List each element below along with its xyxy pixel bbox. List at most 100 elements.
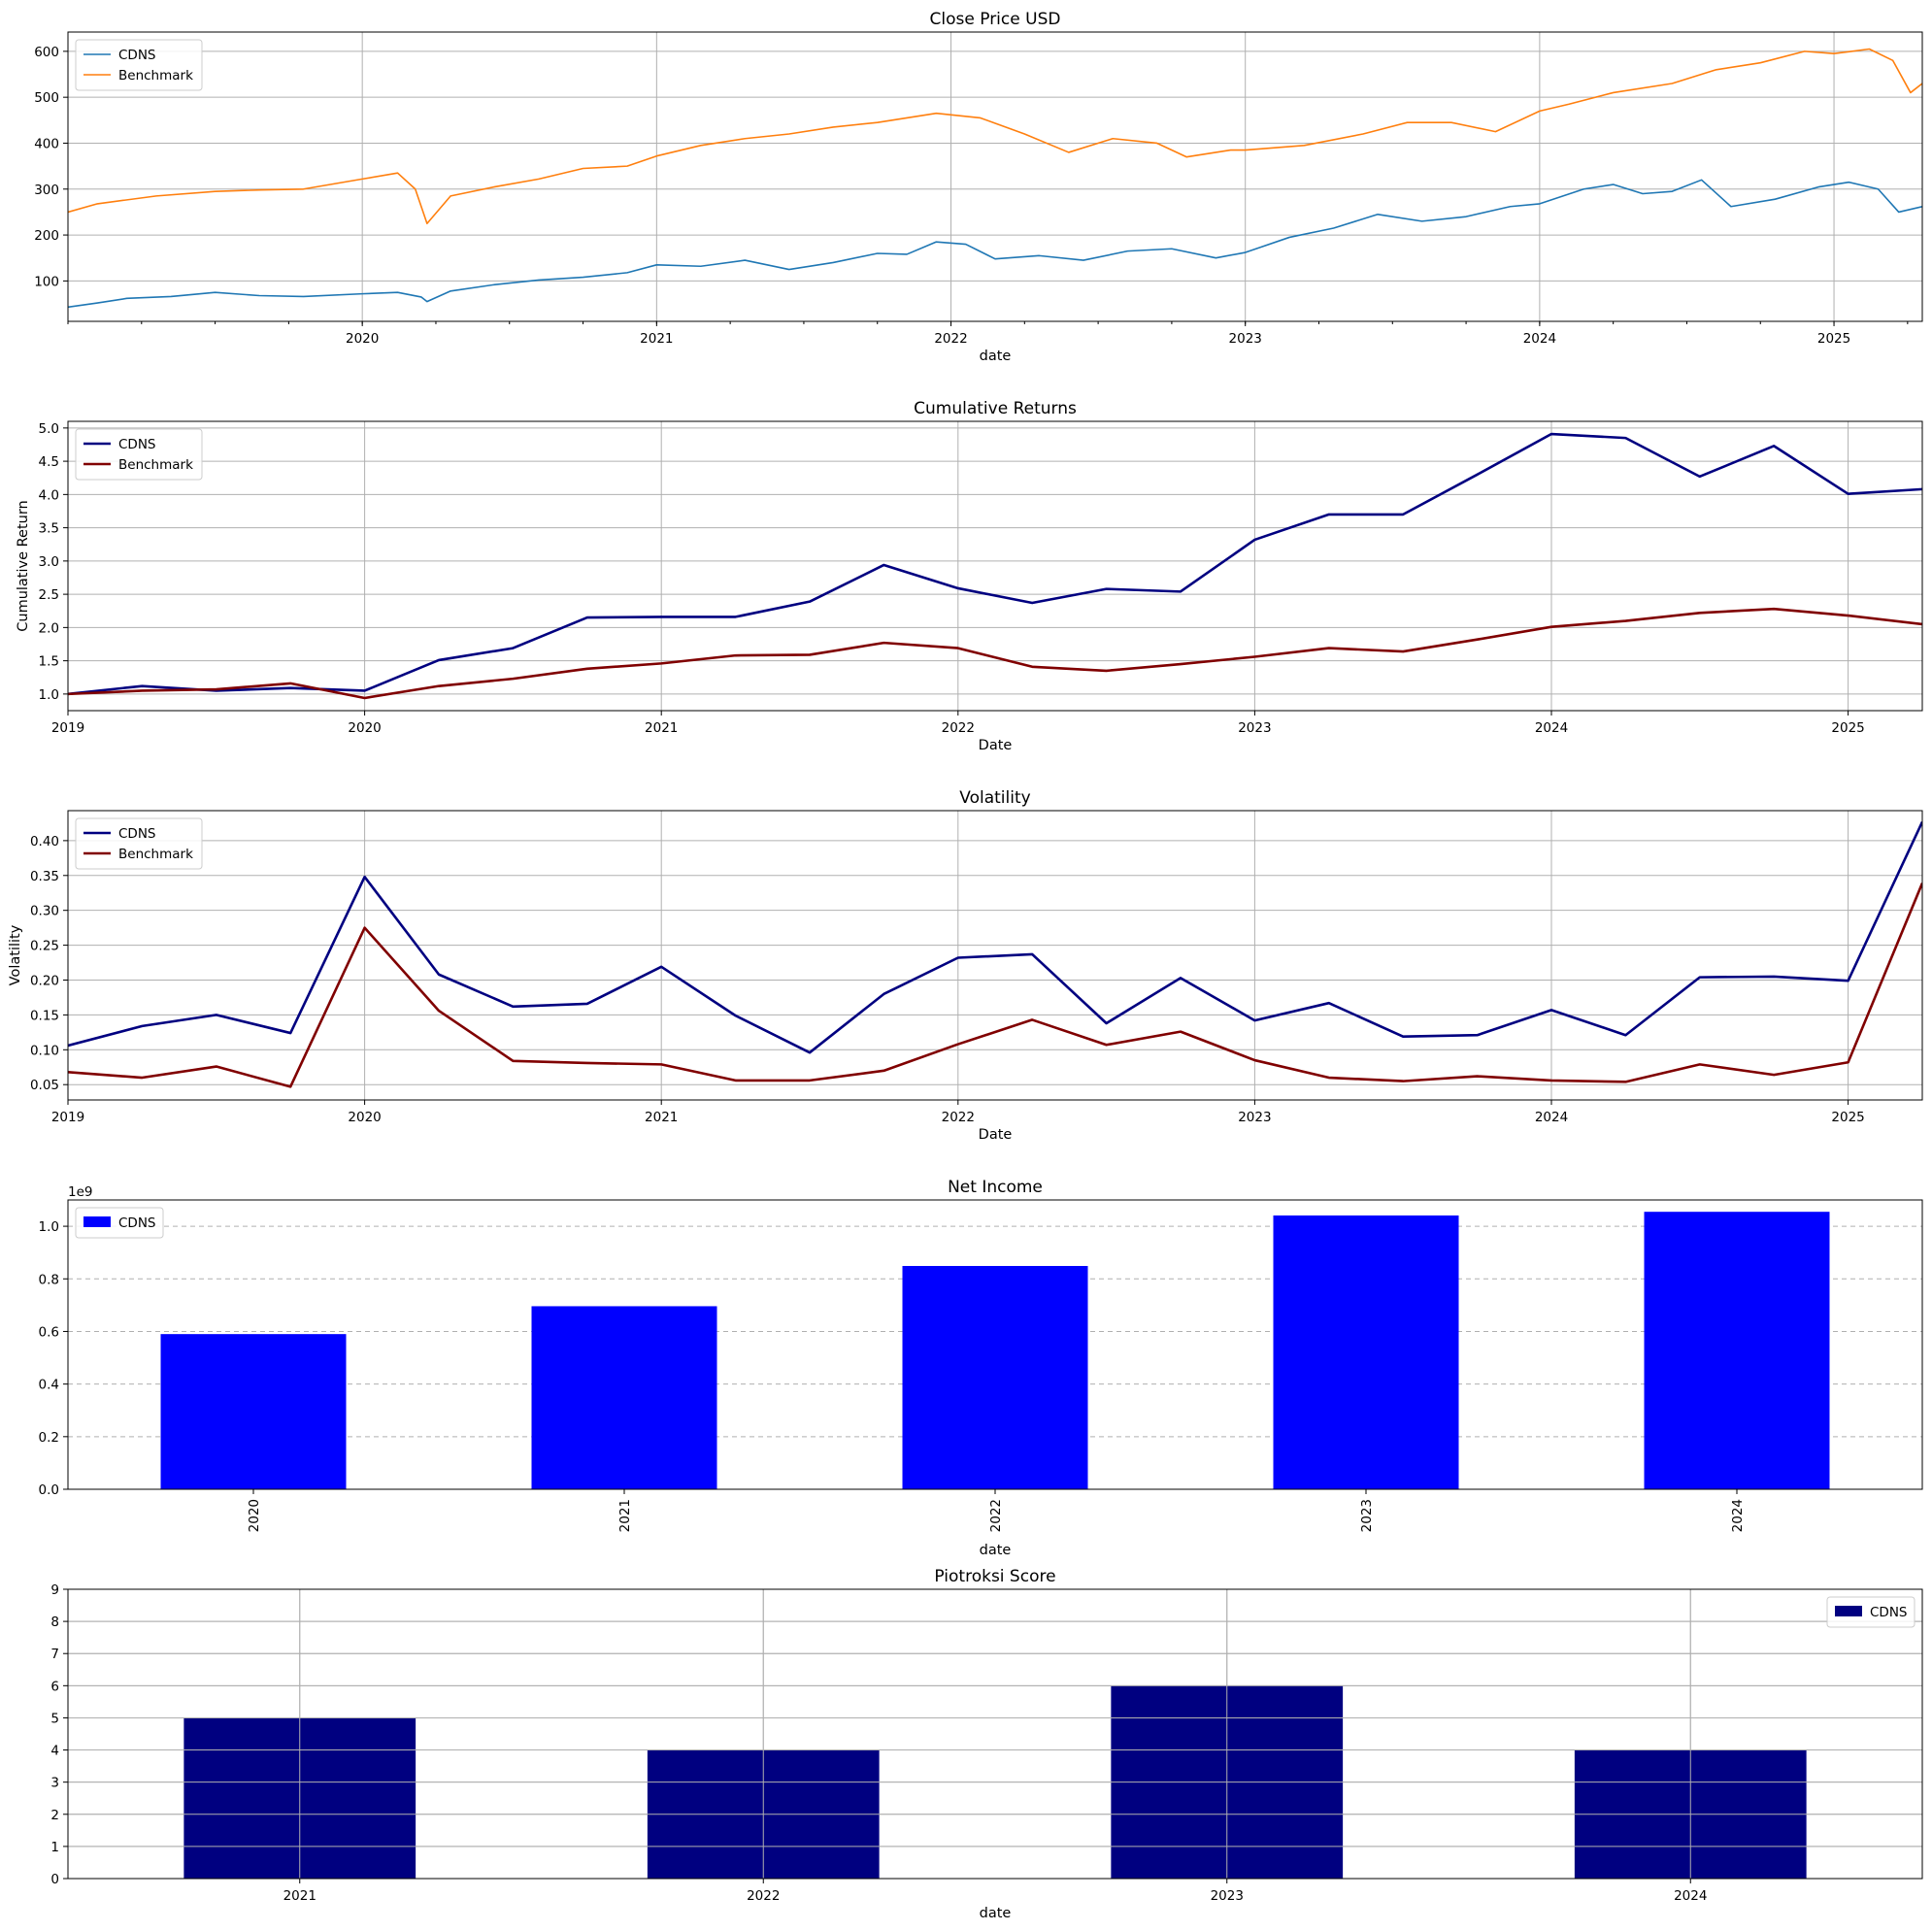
y-tick-label: 1.0 <box>39 1219 59 1235</box>
y-axis-label: Cumulative Return <box>16 500 31 631</box>
bar-2020 <box>160 1334 347 1489</box>
legend-entry: CDNS <box>118 48 156 63</box>
x-tick-label: 2021 <box>283 1888 316 1904</box>
y-tick-label: 600 <box>34 45 59 60</box>
bar-2022 <box>902 1265 1088 1489</box>
legend-entry: CDNS <box>1870 1605 1908 1620</box>
y-tick-label: 3.0 <box>39 554 59 570</box>
grid <box>68 32 1922 321</box>
y-tick-label: 0.10 <box>30 1043 59 1058</box>
series-line-cdns <box>68 820 1922 1054</box>
x-tick-label: 2024 <box>1535 1110 1568 1125</box>
axes-frame <box>67 31 1923 322</box>
x-axis-label: date <box>980 1543 1012 1558</box>
y-tick-label: 6 <box>50 1679 59 1694</box>
x-tick-label: 2024 <box>1730 1499 1746 1532</box>
y-axis-label: Volatility <box>8 924 23 985</box>
y-tick-label: 200 <box>34 228 59 244</box>
y-tick-label: 5 <box>50 1711 59 1726</box>
x-tick-label: 2021 <box>640 331 673 347</box>
legend-box <box>75 428 203 481</box>
chart-panel-3: 0.05 0.10 0.15 0.20 0.25 0.30 0.35 0.40 2019 2020… <box>8 788 1923 1143</box>
y-tick-label: 0.05 <box>30 1078 59 1093</box>
y-tick-label: 0.15 <box>30 1008 59 1023</box>
x-tick-label: 2022 <box>942 1110 975 1125</box>
legend: CDNS Benchmark <box>75 817 203 870</box>
bar-2024 <box>1644 1212 1830 1489</box>
chart-panel-5: 0 1 2 3 4 5 6 7 8 9 2021 2022 2023 2024 Piotroksi Scor… <box>50 1567 1923 1921</box>
series-line-cdns <box>68 179 1922 309</box>
legend-entry: CDNS <box>118 437 156 452</box>
x-tick-label: 2023 <box>1238 720 1271 736</box>
legend-entry: Benchmark <box>118 457 193 473</box>
x-tick-label: 2020 <box>348 1110 381 1125</box>
y-tick-label: 1.0 <box>39 687 59 703</box>
x-tick-label: 2020 <box>348 720 381 736</box>
chart-panel-1: 100 200 300 400 500 600 2020 2021 2022 2023 2024 20… <box>34 10 1923 364</box>
legend-box <box>75 1207 164 1239</box>
bars <box>160 1212 1830 1489</box>
bar-2021 <box>531 1306 717 1489</box>
x-tick-label: 2023 <box>1359 1499 1375 1532</box>
x-tick-label: 2024 <box>1535 720 1568 736</box>
x-tick-label: 2022 <box>988 1499 1004 1532</box>
legend-box <box>75 817 203 870</box>
x-tick-label: 2023 <box>1211 1888 1244 1904</box>
series-line-benchmark <box>68 882 1922 1088</box>
y-tick-label: 300 <box>34 183 59 198</box>
legend-box <box>1826 1596 1915 1628</box>
y-tick-label: 0.0 <box>39 1482 59 1498</box>
x-tick-label: 2022 <box>934 331 967 347</box>
axes-frame <box>67 1588 1923 1880</box>
y-tick-label: 1 <box>50 1840 59 1855</box>
y-tick-label: 0.6 <box>39 1324 59 1340</box>
axes-frame <box>67 420 1923 712</box>
chart-title: Volatility <box>959 788 1030 808</box>
y-tick-label: 0.2 <box>39 1430 59 1446</box>
y-tick-label: 2 <box>50 1808 59 1823</box>
y-tick-label: 3.5 <box>39 521 59 537</box>
chart-title: Cumulative Returns <box>914 399 1077 418</box>
x-tick-label: 2021 <box>617 1499 633 1532</box>
x-axis-label: date <box>980 349 1012 364</box>
x-tick-label: 2024 <box>1523 331 1556 347</box>
legend-box <box>75 39 203 91</box>
y-tick-label: 0.35 <box>30 869 59 884</box>
bar-2023 <box>1273 1215 1459 1489</box>
axes-frame <box>67 810 1923 1101</box>
y-tick-label: 9 <box>50 1582 59 1598</box>
x-tick-label: 2022 <box>747 1888 780 1904</box>
y-tick-label: 400 <box>34 136 59 151</box>
legend: CDNS Benchmark <box>75 428 203 481</box>
y-tick-label: 0 <box>50 1872 59 1887</box>
legend: CDNS <box>75 1207 164 1239</box>
x-tick-label: 2023 <box>1238 1110 1271 1125</box>
x-tick-label: 2025 <box>1817 331 1850 347</box>
y-tick-label: 3 <box>50 1776 59 1791</box>
legend-entry: Benchmark <box>118 847 193 862</box>
legend-swatch <box>83 1216 111 1227</box>
x-tick-label: 2021 <box>645 720 678 736</box>
y-tick-label: 0.4 <box>39 1378 59 1393</box>
y-tick-label: 500 <box>34 90 59 106</box>
series-line-benchmark <box>68 607 1922 700</box>
chart-title: Close Price USD <box>930 10 1061 29</box>
y-tick-label: 0.8 <box>39 1272 59 1287</box>
x-tick-label: 2023 <box>1229 331 1262 347</box>
y-tick-label: 0.25 <box>30 939 59 954</box>
legend-entry: CDNS <box>118 1215 156 1231</box>
axis-offset-text: 1e9 <box>68 1184 92 1200</box>
legend-entry: CDNS <box>118 826 156 842</box>
legend-swatch <box>1835 1606 1862 1616</box>
y-tick-label: 8 <box>50 1615 59 1630</box>
y-tick-label: 1.5 <box>39 654 59 670</box>
y-tick-label: 4.0 <box>39 487 59 503</box>
y-tick-label: 4.5 <box>39 454 59 470</box>
grid <box>67 811 1922 1100</box>
legend: CDNS Benchmark <box>75 39 203 91</box>
x-tick-label: 2019 <box>51 1110 84 1125</box>
x-tick-label: 2022 <box>942 720 975 736</box>
x-tick-label: 2020 <box>247 1499 262 1532</box>
x-axis-label: date <box>980 1906 1012 1921</box>
